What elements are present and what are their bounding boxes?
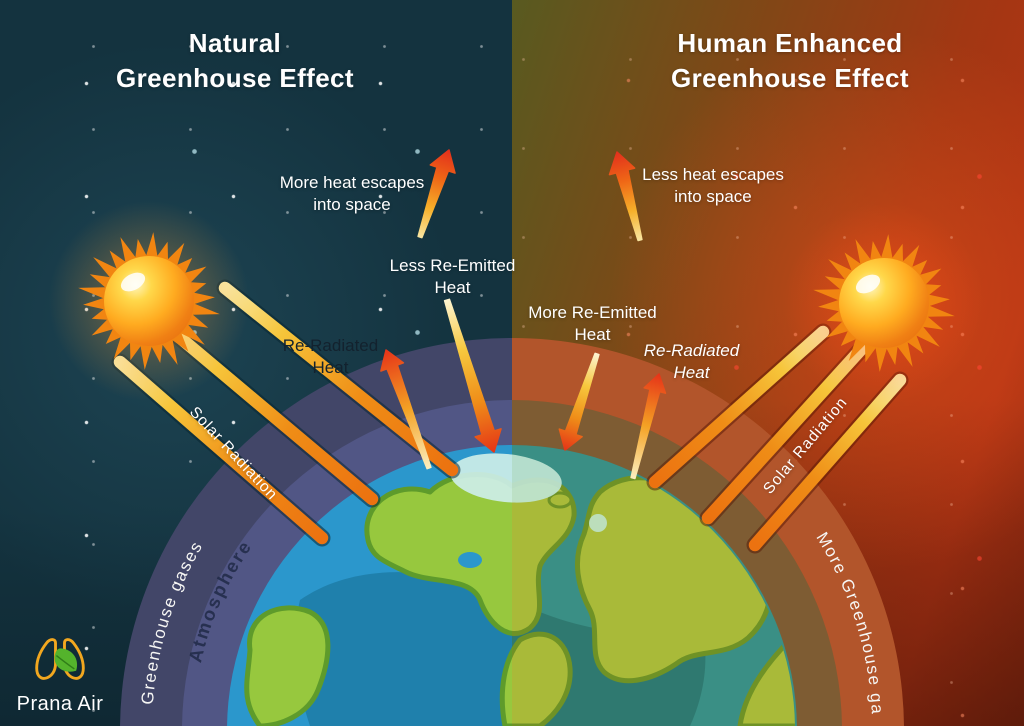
less-heat-escapes-label: Less heat escapes into space bbox=[642, 165, 784, 206]
more-heat-escapes-label: More heat escapes into space bbox=[279, 173, 425, 214]
logo-text: Prana Air bbox=[16, 693, 104, 715]
heat-arrows bbox=[380, 149, 667, 480]
sun bbox=[784, 203, 984, 403]
sun-body bbox=[104, 256, 194, 346]
less-reemitted-heat-label: Less Re-Emitted Heat bbox=[389, 256, 516, 297]
reradiated-arrow-right bbox=[630, 373, 667, 480]
less-reemitted-arrow bbox=[443, 298, 502, 453]
solar-beam bbox=[646, 323, 832, 491]
sun-body bbox=[839, 258, 929, 348]
solar-beam bbox=[216, 279, 461, 479]
more-reemitted-arrow bbox=[558, 352, 600, 451]
more-reemitted-heat-label: More Re-Emitted Heat bbox=[528, 303, 657, 344]
right-title: Human Enhanced Greenhouse Effect bbox=[671, 28, 909, 93]
left-title: Natural Greenhouse Effect bbox=[116, 28, 354, 93]
heat-escape-arrow-right bbox=[608, 151, 643, 242]
heat-escape-arrow-left bbox=[417, 149, 456, 239]
prana-air-logo: Prana Air bbox=[12, 634, 108, 716]
reradiated-arrow-left bbox=[380, 349, 432, 470]
solar-beam bbox=[746, 371, 909, 554]
suns bbox=[49, 201, 984, 403]
lungs-leaf-icon bbox=[35, 638, 85, 680]
sun bbox=[49, 201, 249, 401]
reradiated-heat-label-left: Re-Radiated Heat bbox=[282, 336, 379, 377]
reradiated-heat-label-right: Re-Radiated Heat bbox=[643, 341, 740, 382]
